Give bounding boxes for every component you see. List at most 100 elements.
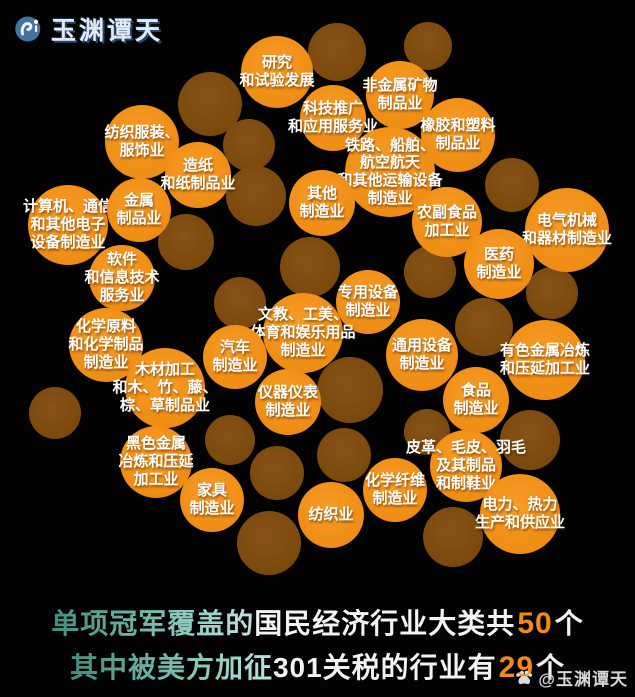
industry-label-line: 仪器仪表 (257, 384, 318, 402)
non-tariffed-industry-bubble (214, 277, 266, 329)
watermark: @玉渊谭天 (514, 665, 628, 690)
tariffed-industry-bubble: 汽车 制造业 (203, 325, 267, 389)
non-tariffed-industry-bubble (205, 415, 255, 465)
industry-label-line: 制造业 (265, 402, 311, 419)
industry-label-line: 制品业 (116, 210, 162, 227)
industry-label-line: 航空航天 (359, 154, 420, 172)
industry-label-line: 和应用服务业 (288, 118, 379, 135)
line2-highlight-text: 其中被美方加征 (69, 652, 273, 683)
industry-label-line: 制造业 (476, 264, 522, 281)
tariffed-industry-bubble: 金属 制品业 (107, 178, 171, 242)
tariffed-industry-bubble: 科技推广 和应用服务业 (288, 85, 378, 151)
tariffed-industry-bubble: 造纸 和纸制品业 (161, 142, 236, 208)
logo: 玉渊谭天 (14, 11, 163, 47)
industry-label-line: 家具 (196, 482, 227, 500)
tariffed-industry-bubble: 计算机、通信 和其他电子 设备制造业 (23, 185, 113, 265)
industry-label-line: 和压延加工业 (500, 360, 591, 377)
summary-line-1: 单项冠军覆盖的国民经济行业大类共50个 (0, 602, 635, 642)
non-tariffed-industry-bubble (317, 428, 371, 482)
industry-label-line: 黑色金属 (125, 435, 186, 453)
non-tariffed-industry-bubble (500, 410, 560, 470)
industry-label-line: 化学原料 (75, 318, 136, 336)
industry-label-line: 制造业 (345, 302, 391, 319)
non-tariffed-industry-bubble (237, 511, 301, 575)
summary-line-2: 其中被美方加征301关税的行业有29个 (0, 646, 635, 686)
industry-label-line: 制造业 (189, 500, 235, 517)
industry-label-line: 和其他运输设备 (337, 172, 443, 189)
tariffed-industry-bubble: 化学纤维 制造业 (363, 458, 427, 522)
industry-label-line: 电力、热力 (482, 496, 558, 514)
industry-label-line: 汽车 (219, 339, 250, 357)
tariffed-industry-bubble: 木材加工 和木、竹、藤、 棕、草制品业 (113, 348, 218, 428)
industry-label-line: 有色金属冶炼 (500, 342, 591, 360)
industry-label-line: 冶炼和压延 (118, 453, 194, 471)
industry-label-line: 制造业 (299, 203, 345, 220)
non-tariffed-industry-bubble (526, 267, 578, 319)
industry-label-line: 纺织服装、 (104, 124, 180, 142)
non-tariffed-industry-bubble (29, 387, 81, 439)
industry-label-line: 通用设备 (391, 337, 452, 355)
industry-label-line: 制造业 (399, 355, 445, 372)
industry-label-line: 加工业 (133, 470, 179, 488)
industry-label-line: 计算机、通信 (23, 198, 114, 216)
industry-label-line: 木材加工 (134, 361, 195, 379)
non-tariffed-industry-bubble (280, 237, 340, 297)
non-tariffed-industry-bubble (423, 507, 483, 567)
industry-label-line: 科技推广 (302, 100, 363, 118)
non-tariffed-industry-bubble (223, 119, 275, 171)
tariffed-industry-bubble: 家具 制造业 (180, 468, 244, 532)
tariffed-industry-bubble: 黑色金属 冶炼和压延 加工业 (118, 426, 194, 498)
industry-label-line: 制造业 (212, 357, 258, 374)
industry-label-line: 制造业 (280, 341, 326, 359)
tariffed-industry-bubble: 软件 和信息技术 服务业 (85, 245, 160, 311)
industry-label-line: 和试验发展 (239, 72, 315, 89)
industry-label-line: 和信息技术 (84, 269, 160, 287)
industry-label-line: 制造业 (453, 400, 499, 417)
industry-label-line: 食品 (460, 382, 491, 400)
paw-icon (516, 670, 533, 684)
tariffed-industry-bubble: 电力、热力 生产和供应业 (475, 474, 565, 554)
industry-label-line: 服饰业 (119, 142, 165, 159)
yuyuantantian-logo-icon (15, 16, 41, 42)
line1-mid-text: 国民经济行业大类共 (254, 608, 516, 639)
non-tariffed-industry-bubble (226, 166, 286, 226)
industry-label-line: 和纸制品业 (160, 175, 236, 192)
industry-label-line: 和器材制造业 (522, 230, 613, 247)
industry-label-line: 专用设备 (337, 284, 398, 302)
tariffed-industry-bubble: 仪器仪表 制造业 (255, 369, 321, 435)
industry-label-line: 橡胶和塑料 (420, 117, 496, 135)
tariffed-industry-bubble: 纺织业 (298, 482, 364, 548)
watermark-text: @玉渊谭天 (538, 670, 628, 689)
tariffed-industry-bubble: 通用设备 制造业 (386, 319, 458, 391)
industry-label-line: 软件 (106, 251, 137, 269)
industry-label-line: 棕、草制品业 (120, 396, 211, 414)
non-tariffed-industry-bubble (485, 158, 539, 212)
line2-mid-text: 301关税的行业有 (272, 652, 497, 683)
industry-label-line: 农副食品 (416, 204, 477, 222)
industry-label-line: 造纸 (182, 157, 213, 175)
industry-label-line: 非金属矿物 (362, 77, 438, 95)
industry-label-line: 电气机械 (536, 212, 597, 230)
industry-label-line: 体育和娱乐用品 (250, 324, 356, 342)
industry-label-line: 服务业 (99, 286, 145, 304)
tariffed-industry-bubble: 其他 制造业 (289, 170, 355, 236)
industry-label-line: 加工业 (424, 222, 470, 239)
industry-label-line: 铁路、船舶、 (345, 136, 436, 154)
industry-label-line: 医药 (483, 246, 514, 264)
industry-label-line: 和木、竹、藤、 (112, 379, 218, 397)
industry-label-line: 及其制品 (435, 457, 496, 475)
non-tariffed-industry-bubble (250, 446, 304, 500)
industry-label-line: 文教、工美、 (258, 306, 349, 324)
logo-text: 玉渊谭天 (51, 17, 164, 45)
tariffed-industry-bubble: 有色金属冶炼 和压延加工业 (500, 320, 590, 400)
tariffed-industry-bubble: 专用设备 制造业 (336, 270, 400, 334)
industry-label-line: 其他 (306, 185, 337, 203)
line2-unit-text: 个 (536, 652, 566, 683)
industry-label-line: 和化学制品 (68, 336, 144, 354)
industry-label-line: 生产和供应业 (475, 514, 566, 531)
count-total-50: 50 (517, 607, 553, 640)
industry-label-line: 金属 (123, 192, 154, 210)
tariffed-industry-bubble: 医药 制造业 (464, 229, 534, 299)
